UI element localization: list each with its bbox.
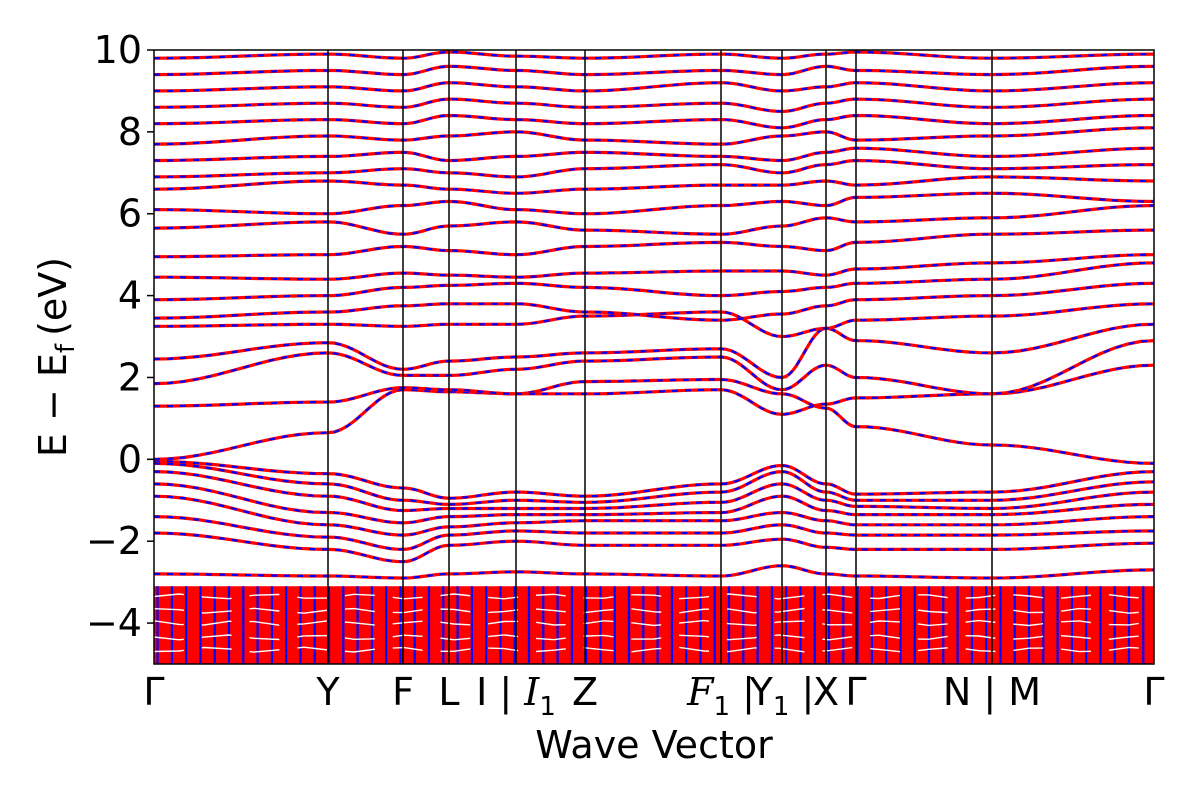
band-line-overlay bbox=[154, 495, 1154, 537]
x-tick-label: Y1 | bbox=[749, 670, 815, 722]
band-line bbox=[154, 146, 1154, 163]
band-line-overlay bbox=[154, 50, 1154, 60]
band-line bbox=[154, 175, 1154, 195]
band-line-overlay bbox=[154, 175, 1154, 195]
band-line-overlay bbox=[154, 323, 1154, 379]
band-lines bbox=[154, 50, 1154, 580]
dense-band-gap bbox=[154, 607, 1154, 614]
x-tick-label: Y bbox=[315, 670, 340, 714]
band-line-overlay bbox=[154, 261, 1154, 301]
band-line-overlay bbox=[154, 192, 1154, 215]
band-line-overlay bbox=[154, 364, 1154, 416]
dense-band-gap bbox=[154, 634, 1154, 641]
y-tick-label: 8 bbox=[118, 110, 142, 154]
plot-area bbox=[154, 50, 1154, 664]
band-line-overlay bbox=[154, 564, 1154, 580]
band-line bbox=[154, 363, 1154, 416]
band-line bbox=[154, 50, 1154, 60]
band-line bbox=[154, 191, 1154, 216]
y-tick-label: −2 bbox=[86, 519, 142, 563]
band-line-overlay bbox=[154, 282, 1154, 322]
band-line bbox=[154, 113, 1154, 130]
band-line bbox=[154, 461, 1154, 507]
band-line bbox=[154, 253, 1154, 281]
dense-band-gap bbox=[154, 593, 1154, 600]
band-line-overlay bbox=[154, 253, 1154, 281]
y-axis-title-main: E − E bbox=[31, 353, 75, 457]
band-line-overlay bbox=[154, 229, 1154, 258]
band-line bbox=[154, 470, 1154, 513]
band-line-overlay bbox=[154, 531, 1154, 563]
band-line-overlay bbox=[154, 81, 1154, 93]
band-line-overlay bbox=[154, 126, 1154, 146]
band-line-overlay bbox=[154, 65, 1154, 76]
x-tick-label: X bbox=[813, 670, 839, 714]
band-line bbox=[154, 81, 1154, 93]
band-line-overlay bbox=[154, 147, 1154, 162]
band-line bbox=[154, 126, 1154, 146]
y-axis-title-sub: f bbox=[51, 343, 81, 353]
y-tick-label: 10 bbox=[94, 28, 142, 72]
band-line bbox=[154, 459, 1154, 500]
band-line-overlay bbox=[154, 114, 1154, 129]
band-line-overlay bbox=[154, 339, 1154, 395]
x-tick-label: Z bbox=[572, 670, 598, 714]
x-tick-label: I | I1 bbox=[476, 670, 556, 722]
band-line bbox=[154, 339, 1154, 396]
y-tick-label: 6 bbox=[118, 192, 142, 236]
dense-band-gap bbox=[154, 646, 1154, 653]
band-line bbox=[154, 302, 1154, 339]
x-tick-label: Γ bbox=[143, 670, 164, 714]
y-tick-label: 4 bbox=[118, 274, 142, 318]
band-line bbox=[154, 482, 1154, 525]
x-tick-label: Γ bbox=[1143, 670, 1164, 714]
plot-frame bbox=[153, 49, 1155, 665]
y-axis-title-unit: (eV) bbox=[31, 257, 75, 336]
y-tick-label: −4 bbox=[86, 601, 142, 645]
band-line-overlay bbox=[154, 97, 1154, 113]
y-tick-label: 0 bbox=[118, 437, 142, 481]
band-line-overlay bbox=[154, 302, 1154, 338]
band-line bbox=[154, 97, 1154, 114]
y-tick-label: 2 bbox=[118, 355, 142, 399]
band-line bbox=[154, 564, 1154, 580]
x-tick-label: L bbox=[438, 670, 459, 714]
x-axis-title: Wave Vector bbox=[535, 723, 773, 767]
band-line-overlay bbox=[154, 460, 1154, 500]
x-tick-label: N | M bbox=[943, 670, 1041, 715]
y-axis-ticks: −4 −2 0 2 4 6 8 10 bbox=[86, 28, 154, 645]
band-line-overlay bbox=[154, 159, 1154, 179]
x-tick-label: F1 | bbox=[686, 670, 755, 722]
y-axis-title: E − Ef (eV) bbox=[31, 257, 81, 457]
band-line-overlay bbox=[154, 204, 1154, 236]
band-line-overlay bbox=[154, 515, 1154, 551]
dense-band-gap bbox=[154, 619, 1154, 627]
x-tick-label: F bbox=[392, 670, 414, 714]
dense-band-region bbox=[154, 586, 1154, 664]
band-line bbox=[154, 228, 1154, 259]
band-line bbox=[154, 158, 1154, 179]
band-line bbox=[154, 64, 1154, 77]
high-symmetry-lines bbox=[327, 50, 993, 664]
x-tick-label: Γ bbox=[845, 670, 866, 714]
band-line-overlay bbox=[154, 378, 1154, 465]
